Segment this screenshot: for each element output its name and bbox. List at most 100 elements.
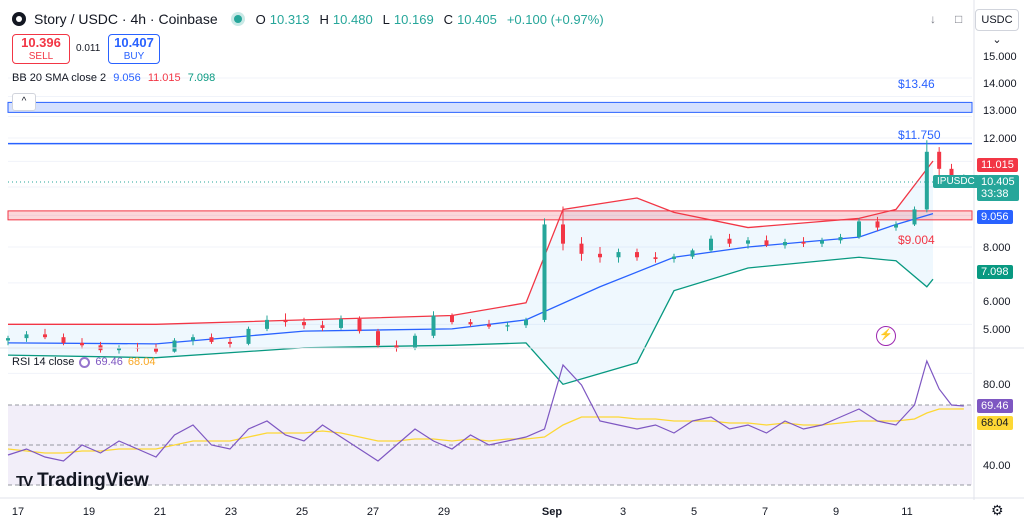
candle-body	[394, 345, 399, 348]
candle-body	[61, 337, 66, 343]
rsi-legend[interactable]: RSI 14 close 69.46 68.04	[12, 356, 155, 368]
candle-body	[450, 315, 454, 323]
x-tick-label: 3	[619, 506, 627, 518]
y-tick-label: 12.000	[983, 133, 1017, 145]
sell-price: 10.396	[21, 35, 61, 50]
buy-button[interactable]: 10.407 BUY	[108, 34, 160, 64]
candle-body	[783, 242, 787, 246]
candle-body	[912, 209, 917, 225]
close-label: C	[443, 11, 454, 27]
chart-area	[8, 35, 973, 490]
down-arrow-icon[interactable]: ↓	[930, 12, 936, 26]
y-tick-label: 6.000	[983, 296, 1011, 308]
level-9-004-label: $9.004	[898, 233, 935, 247]
candle-body	[616, 252, 621, 258]
low-value: 10.169	[393, 11, 434, 27]
sell-button[interactable]: 10.396 SELL	[12, 34, 70, 64]
level-13-46-label: $13.46	[898, 77, 935, 91]
bb-fill-area	[8, 161, 933, 385]
bb-legend[interactable]: BB 20 SMA close 2 9.056 11.015 7.098	[12, 72, 215, 84]
candle-body	[709, 238, 713, 251]
candle-body	[468, 322, 473, 325]
chevron-down-icon: ⌄	[992, 34, 1002, 46]
candle-body	[413, 335, 417, 348]
candle-body	[357, 319, 362, 332]
buy-price: 10.407	[114, 35, 154, 50]
rsi-settings-icon[interactable]	[79, 356, 91, 368]
square-icon[interactable]: □	[955, 12, 963, 26]
candle-body	[746, 240, 750, 244]
candle-body	[172, 340, 177, 352]
candle-body	[246, 328, 251, 344]
y-tick-label: 15.000	[983, 51, 1017, 63]
tradingview-mark-icon: TV	[16, 472, 33, 490]
candle-body	[672, 256, 676, 260]
gear-icon[interactable]: ⚙	[991, 502, 1004, 518]
candle-body	[801, 242, 806, 244]
x-tick-label: 19	[82, 506, 96, 518]
x-tick-label: Sep	[541, 506, 563, 518]
rsi-ma-line	[7, 408, 964, 454]
candle-body	[937, 151, 942, 169]
candle-body	[209, 337, 214, 342]
candle-body	[265, 319, 269, 329]
candle-body	[894, 224, 898, 228]
level-zone	[7, 210, 973, 221]
levels	[7, 101, 973, 221]
candle-body	[727, 238, 732, 244]
candle-body	[80, 342, 84, 346]
rsi-line	[7, 359, 964, 462]
symbol-title[interactable]: Story / USDC · 4h · Coinbase	[34, 11, 218, 27]
sell-label: SELL	[28, 51, 54, 62]
tradingview-logo[interactable]: TV TradingView	[16, 470, 149, 492]
collapse-legend-button[interactable]: ^	[12, 93, 36, 111]
last-price-value: 10.405	[981, 176, 1015, 188]
candle-body	[542, 224, 547, 320]
candle-body	[598, 253, 602, 258]
candle-body	[376, 331, 380, 346]
rsi-price-label: 69.46	[977, 399, 1013, 413]
candle-body	[764, 240, 769, 246]
bb-lower-value: 7.098	[187, 72, 216, 84]
level-zone	[7, 101, 973, 113]
x-tick-label: 5	[690, 506, 698, 518]
candle-body	[43, 334, 47, 338]
x-tick-label: 27	[366, 506, 380, 518]
candle-body	[283, 319, 288, 323]
rsi-label: RSI 14 close	[12, 356, 75, 368]
rsi-lines	[7, 359, 964, 462]
candle-body	[431, 315, 436, 336]
bolt-icon[interactable]: ⚡	[876, 326, 896, 346]
countdown-value: 33:38	[981, 188, 1009, 200]
story-logo-icon	[12, 12, 26, 26]
y-tick-label: 14.000	[983, 78, 1017, 90]
candle-body	[635, 252, 639, 258]
candle-body	[320, 325, 325, 328]
x-tick-label: 17	[11, 506, 25, 518]
last-price-label: 10.405 33:38	[977, 175, 1019, 201]
y-tick-label: 8.000	[983, 242, 1011, 254]
rsi-ma-value: 68.04	[127, 356, 156, 368]
candle-body	[875, 221, 880, 228]
candle-body	[653, 257, 658, 260]
bb-lower-price-label: 7.098	[977, 265, 1013, 279]
x-tick-label: 23	[224, 506, 238, 518]
rsi-ma-price-label: 68.04	[977, 416, 1013, 430]
candle-body	[524, 319, 528, 326]
change-value: +0.100 (+0.97%)	[506, 11, 604, 27]
bb-upper-price-label: 11.015	[977, 158, 1018, 172]
candle-body	[24, 334, 29, 339]
candle-body	[191, 337, 195, 341]
open-value: 10.313	[269, 11, 310, 27]
rsi-tick-label: 40.00	[983, 460, 1011, 472]
currency-selector[interactable]: USDC ⌄	[975, 9, 1019, 46]
bb-label: BB 20 SMA close 2	[12, 72, 107, 84]
candle-body	[561, 224, 565, 244]
bollinger-fill	[8, 161, 933, 385]
symbol-price-label: IPUSDC	[933, 175, 979, 188]
rsi-value: 69.46	[95, 356, 123, 368]
low-label: L	[382, 11, 390, 27]
x-tick-label: 9	[832, 506, 840, 518]
candle-body	[820, 240, 824, 244]
